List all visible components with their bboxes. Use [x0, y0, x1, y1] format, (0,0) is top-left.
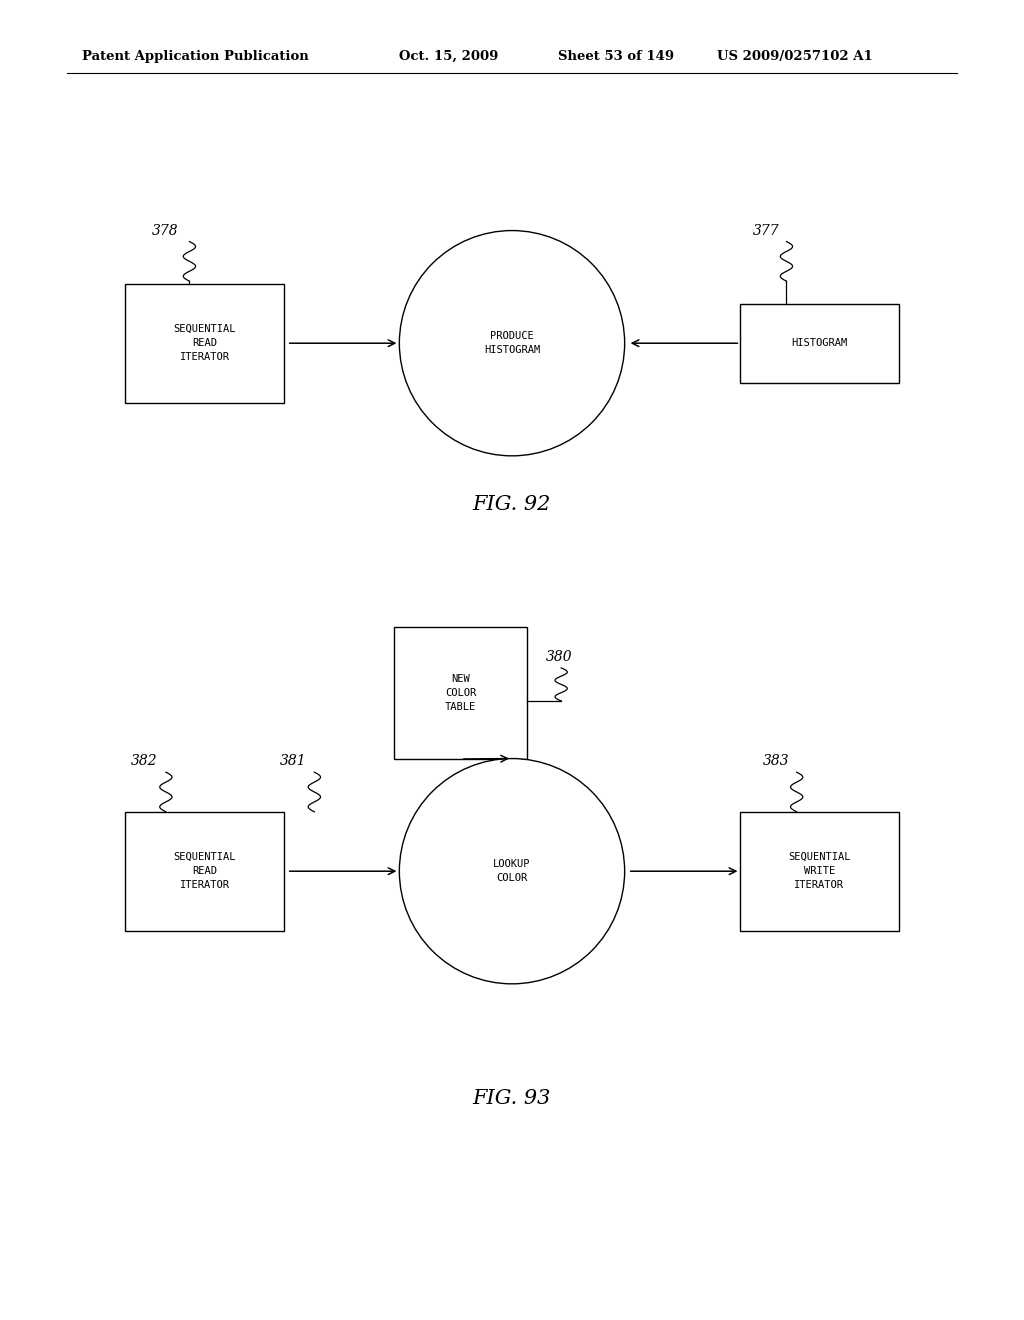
- Bar: [394, 627, 527, 759]
- Text: PRODUCE
HISTOGRAM: PRODUCE HISTOGRAM: [484, 331, 540, 355]
- Text: SEQUENTIAL
READ
ITERATOR: SEQUENTIAL READ ITERATOR: [173, 325, 237, 362]
- Text: Patent Application Publication: Patent Application Publication: [82, 50, 308, 63]
- Text: 380: 380: [546, 649, 572, 664]
- Text: 382: 382: [131, 754, 158, 768]
- Ellipse shape: [399, 231, 625, 455]
- Bar: [126, 812, 285, 931]
- Text: US 2009/0257102 A1: US 2009/0257102 A1: [717, 50, 872, 63]
- Text: Oct. 15, 2009: Oct. 15, 2009: [399, 50, 499, 63]
- Text: HISTOGRAM: HISTOGRAM: [792, 338, 847, 348]
- Text: FIG. 92: FIG. 92: [473, 495, 551, 513]
- Text: SEQUENTIAL
WRITE
ITERATOR: SEQUENTIAL WRITE ITERATOR: [787, 853, 851, 890]
- Text: LOOKUP
COLOR: LOOKUP COLOR: [494, 859, 530, 883]
- Text: 381: 381: [280, 754, 306, 768]
- Text: 377: 377: [753, 223, 779, 238]
- Text: Sheet 53 of 149: Sheet 53 of 149: [558, 50, 674, 63]
- Ellipse shape: [399, 759, 625, 983]
- Text: SEQUENTIAL
READ
ITERATOR: SEQUENTIAL READ ITERATOR: [173, 853, 237, 890]
- Text: 383: 383: [763, 754, 790, 768]
- Text: FIG. 93: FIG. 93: [473, 1089, 551, 1107]
- Text: 378: 378: [152, 223, 178, 238]
- Bar: [739, 812, 899, 931]
- Bar: [739, 304, 899, 383]
- Bar: [126, 284, 285, 403]
- Text: NEW
COLOR
TABLE: NEW COLOR TABLE: [445, 675, 476, 711]
